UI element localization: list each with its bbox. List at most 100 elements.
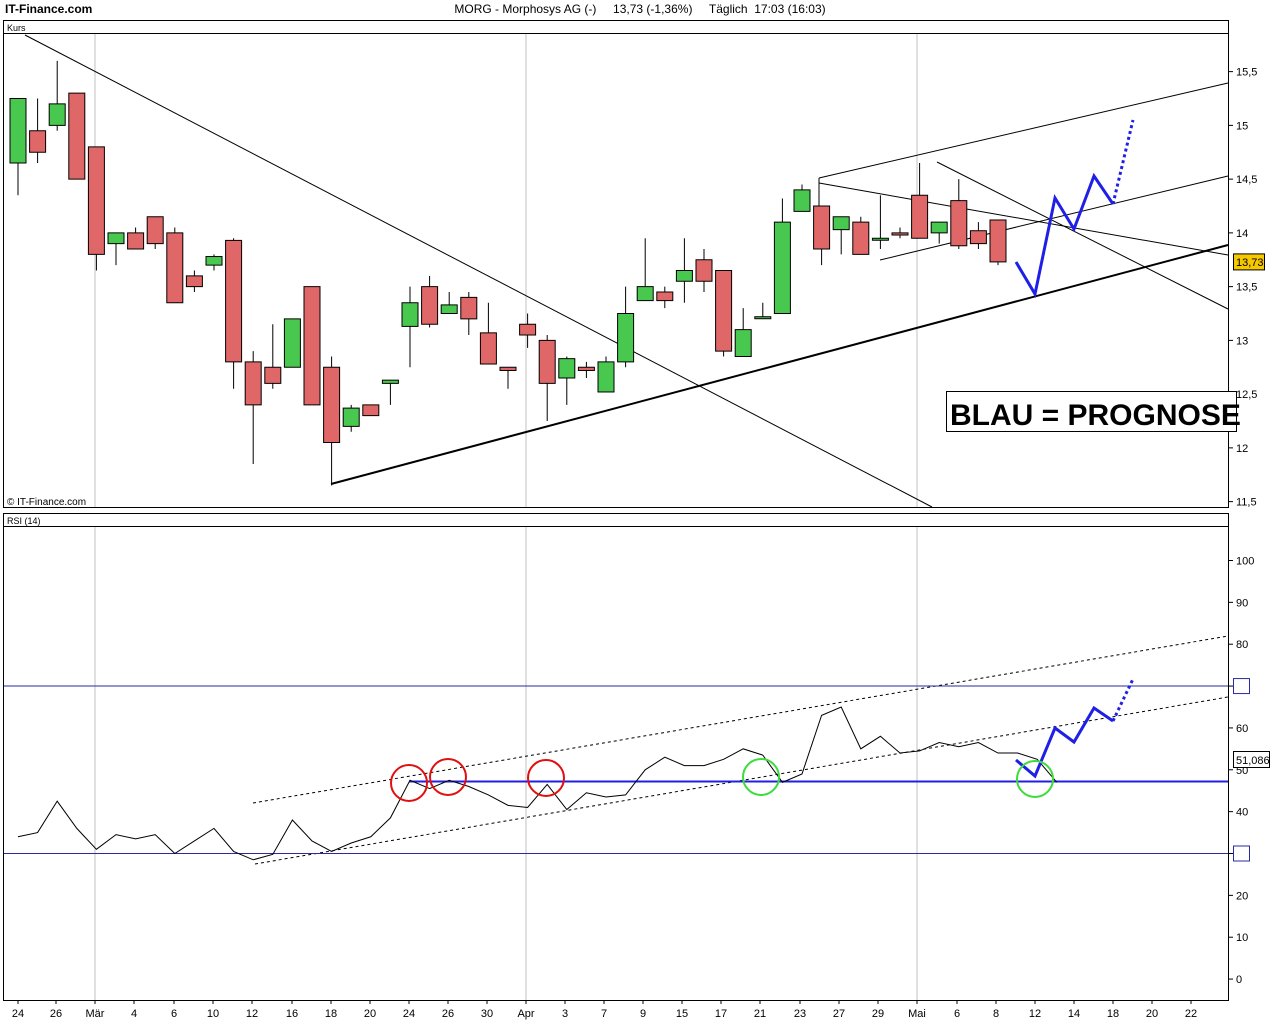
candle-body [107,232,125,245]
candle-body [715,270,733,352]
rsi-panel-frame [3,513,1229,1001]
candle [911,163,929,239]
price-tick-label: 14 [1236,228,1248,240]
candle-body [538,339,556,384]
candle-body [68,92,86,180]
rsi-line [17,706,1058,861]
price-panel-label: Kurs [7,23,26,33]
candle-body [48,103,66,126]
copyright-text: © IT-Finance.com [7,497,86,508]
x-tick-label: 8 [993,1008,999,1020]
rsi-tick-label: 100 [1236,555,1254,567]
candle [401,286,419,368]
candle [87,146,105,271]
rsi-resistance-circle-2 [429,758,467,796]
candle-body [283,318,301,368]
rsi-tick-label: 60 [1236,723,1248,735]
rsi-tick-label: 10 [1236,932,1248,944]
x-tick-label: 6 [954,1008,960,1020]
x-tick-label: 30 [481,1008,493,1020]
candle-body [146,216,164,245]
candle-body [342,407,360,427]
rsi-forecast-dotted-line [1111,678,1135,722]
candle [166,227,184,304]
price-forecast-dotted-line [1111,119,1135,205]
rsi-level-tag-30 [1233,845,1250,862]
x-tick-label: Mär [86,1008,105,1020]
candle [205,254,223,271]
candle [440,292,458,314]
candle-body [264,366,282,384]
candle [538,335,556,421]
rsi-tick-label: 0 [1236,974,1242,986]
candle-body [440,304,458,314]
candle [871,195,889,249]
price-tick-label: 15 [1236,120,1248,132]
candle [969,222,987,249]
candle [617,286,635,368]
candle [793,184,811,212]
x-tick-label: 3 [562,1008,568,1020]
x-tick-label: 9 [640,1008,646,1020]
candle-body [29,130,47,153]
candle [773,198,791,314]
x-tick-label: 23 [794,1008,806,1020]
candle-body [558,358,576,379]
candle-body [852,221,870,255]
candle [636,238,654,302]
x-tick-label: 18 [1107,1008,1119,1020]
rsi-channel-upper [252,635,1229,804]
candle [264,324,282,389]
candle [656,286,674,309]
candle [930,221,948,244]
candle [244,351,262,464]
x-tick-label: 26 [50,1008,62,1020]
candle-body [127,232,145,250]
candle [303,286,321,406]
wedge-descending-line [936,161,1229,310]
candle [48,60,66,131]
candle [107,232,125,266]
candle [852,216,870,255]
candle [381,379,399,405]
site-name: IT-Finance.com [5,2,92,16]
x-tick-label: 16 [286,1008,298,1020]
candle [342,404,360,432]
candle-body [891,232,909,236]
price-tick-label: 12,5 [1236,389,1257,401]
candle [891,227,909,239]
candle [499,366,517,389]
candle-body [421,286,439,325]
candle [421,275,439,328]
candle-body [225,239,243,363]
x-tick-label: 10 [207,1008,219,1020]
x-tick-label: 27 [833,1008,845,1020]
candle-body [950,200,968,247]
candle [479,302,497,365]
candle-body [244,361,262,406]
x-tick-label: 22 [1185,1008,1197,1020]
rsi-tick-label: 20 [1236,890,1248,902]
candle-body [773,221,791,314]
candle [695,249,713,292]
candle-body [362,404,380,417]
candle [813,205,831,266]
channel-upper-line [818,82,1229,179]
x-tick-label: Mai [908,1008,926,1020]
rsi-value-tag: 51,086 [1233,751,1270,768]
candle [519,313,537,348]
candle [715,270,733,357]
rsi-tick-label: 80 [1236,639,1248,651]
candle-body [930,221,948,234]
price-tick-label: 13,5 [1236,282,1257,294]
x-tick-label: 24 [12,1008,24,1020]
candle [597,356,615,393]
x-tick-label: 17 [715,1008,727,1020]
candle-body [87,146,105,255]
candle [146,216,164,249]
channel-mid-line [879,175,1229,261]
candle-body [793,189,811,212]
candle-body [734,329,752,357]
candle [362,404,380,417]
candle [185,270,203,292]
